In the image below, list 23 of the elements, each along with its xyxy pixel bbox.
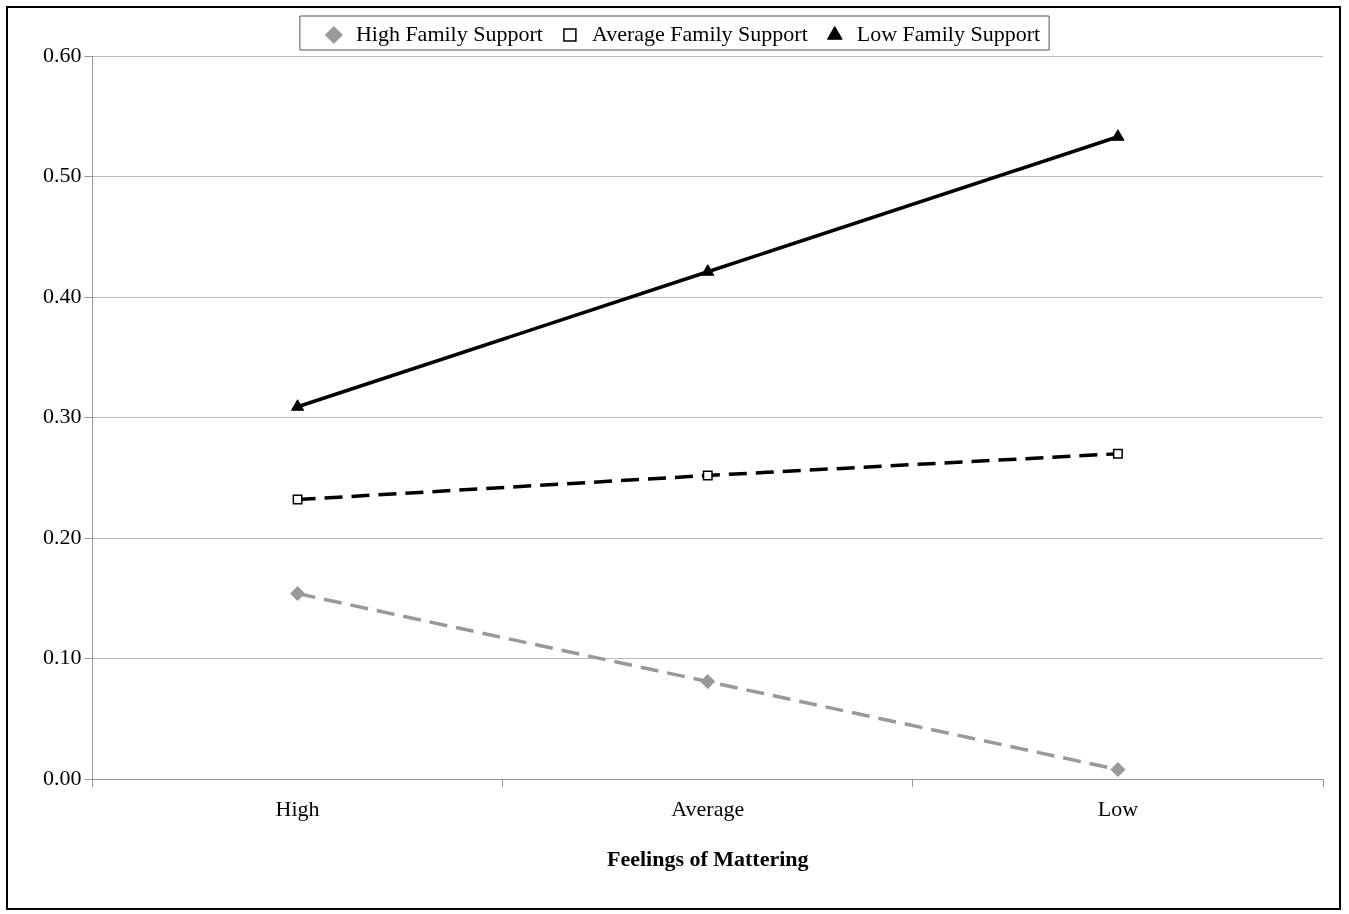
x-tick-label: Average	[671, 796, 745, 822]
y-tick-label: 0.60	[43, 41, 82, 67]
point	[291, 399, 305, 411]
point	[700, 674, 716, 690]
y-tick-label: 0.40	[43, 282, 82, 308]
legend-label: Average Family Support	[591, 20, 808, 46]
point	[702, 470, 713, 481]
y-tick-label: 0.50	[43, 162, 82, 188]
y-tick-label: 0.20	[43, 523, 82, 549]
point	[1111, 129, 1125, 141]
x-axis-title: Feelings of Mattering	[606, 846, 809, 872]
legend-label: Low Family Support	[856, 20, 1041, 46]
x-tick-label: High	[275, 796, 320, 822]
point	[290, 586, 306, 602]
point	[701, 264, 715, 276]
point	[292, 494, 303, 505]
point	[1110, 762, 1126, 778]
y-tick-label: 0.00	[43, 764, 82, 790]
y-tick-label: 0.10	[43, 644, 82, 670]
point	[1112, 448, 1123, 459]
y-tick-label: 0.30	[43, 403, 82, 429]
x-tick-label: Low	[1097, 796, 1139, 822]
legend-label: High Family Support	[355, 20, 543, 46]
